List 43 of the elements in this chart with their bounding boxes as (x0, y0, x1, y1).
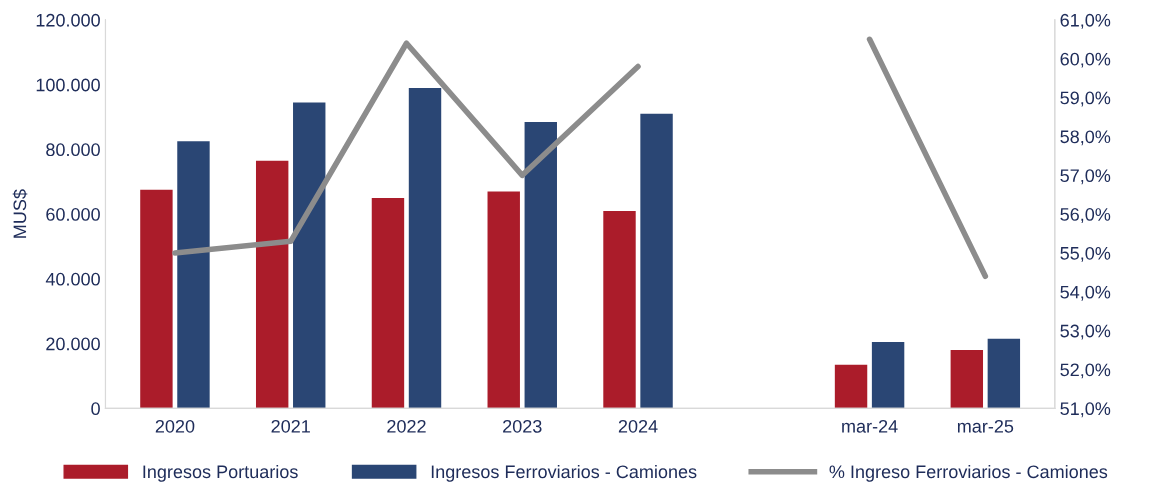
y2-tick-label: 56,0% (1060, 208, 1111, 223)
y2-tick-label: 54,0% (1060, 285, 1111, 301)
y2-tick-label: 55,0% (1060, 246, 1111, 262)
legend-label: Ingresos Portuarios (143, 464, 298, 482)
y-tick-label: 100.000 (36, 78, 100, 92)
bar (177, 141, 210, 409)
y-tick-label: 40.000 (45, 272, 100, 286)
bar (871, 342, 905, 409)
x-tick-label: 2021 (271, 419, 310, 433)
y2-tick-label: 58,0% (1060, 130, 1111, 146)
y2-tick-label: 60,0% (1060, 52, 1111, 68)
bar (293, 102, 326, 409)
y2-tick-label: 52,0% (1060, 363, 1111, 379)
y-tick-label: 120.000 (36, 13, 100, 27)
y2-tick-label: 53,0% (1060, 324, 1111, 340)
x-tick-label: 2024 (618, 419, 658, 433)
y2-tick-label: 61,0% (1060, 13, 1111, 29)
x-tick-label: 2020 (155, 419, 195, 433)
bar (834, 364, 868, 409)
bar (950, 350, 984, 409)
legend-label: Ingresos Ferroviarios - Camiones (431, 464, 697, 482)
y2-tick-label: 59,0% (1060, 91, 1111, 107)
y-tick-label: 80.000 (46, 143, 100, 157)
bar (487, 191, 520, 409)
y-tick-label: 20.000 (46, 337, 100, 351)
x-tick-label: 2022 (387, 419, 426, 433)
bar (140, 189, 173, 409)
y-tick-label: 60.000 (46, 208, 100, 221)
bar (524, 121, 557, 409)
x-tick-label: 2023 (503, 419, 542, 433)
bar (987, 338, 1021, 409)
y-axis-title: MUS$ (12, 189, 28, 238)
bar (603, 210, 636, 409)
legend-label: % Ingreso Ferroviarios - Camiones (829, 464, 1108, 482)
bar (255, 160, 289, 409)
bar (640, 113, 673, 409)
bar (408, 87, 442, 409)
x-tick-label: mar-25 (957, 419, 1014, 433)
y2-tick-label: 57,0% (1060, 169, 1111, 185)
bar (371, 197, 405, 409)
y2-tick-label: 51,0% (1060, 402, 1111, 418)
x-tick-label: mar-24 (842, 419, 898, 433)
y-tick-label: 0 (91, 402, 100, 416)
